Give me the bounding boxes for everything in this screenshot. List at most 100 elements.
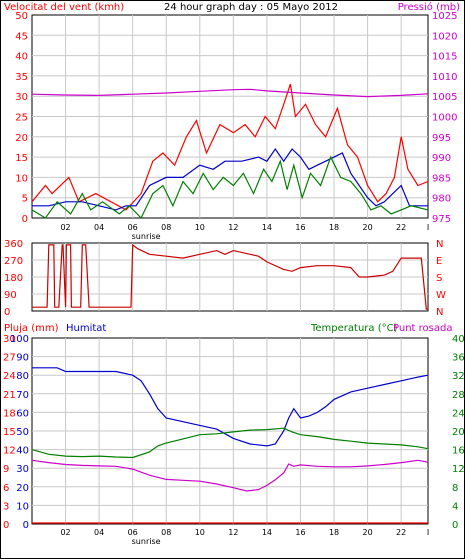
panel1-left-tick: 40 — [15, 52, 28, 63]
panel3-rain-tick: 3 — [3, 501, 9, 512]
panel3-x-tick: 20 — [362, 528, 372, 537]
panel3-humidity-tick: 70 — [16, 390, 29, 401]
panel1-title-left: Velocitat del vent (kmh) — [4, 2, 124, 13]
panel1-right-tick: 1000 — [432, 113, 457, 124]
panel1-right-tick: 975 — [432, 214, 451, 225]
panel1-x-tick: 18 — [329, 223, 339, 232]
panel1-left-tick: 25 — [15, 113, 28, 124]
panel3-series-temperature — [31, 427, 429, 459]
panel3-x-tick: 14 — [262, 528, 272, 537]
panel2-dir-tick: 90 — [4, 290, 17, 301]
panel1-x-tick: 10 — [195, 223, 205, 232]
panel1-left-tick: 35 — [15, 72, 28, 83]
panel1-x-tick: 22 — [396, 223, 406, 232]
panel1-left-tick: 15 — [15, 153, 28, 164]
panel3-temp-tick: 4 — [452, 501, 458, 512]
panel1-title-right: Pressió (mb) — [398, 1, 460, 13]
panel1-left-tick: 5 — [22, 194, 28, 205]
panel3-humidity-tick: 90 — [16, 353, 29, 364]
panel1-x-tick: 04 — [94, 223, 104, 232]
panel2-dir-letter: W — [436, 290, 446, 301]
panel1-right-tick: 1020 — [432, 31, 457, 42]
panel3-humidity-tick: 80 — [16, 371, 29, 382]
panel1-x-tick: 20 — [362, 223, 372, 232]
panel1-right-tick: 1025 — [432, 11, 457, 22]
panel3-temp-tick: 40 — [452, 334, 465, 345]
panel2-dir-letter: E — [436, 256, 442, 267]
panel3-humidity-tick: 0 — [23, 520, 29, 531]
panel1-right-tick: 1010 — [432, 72, 457, 83]
panel3-temp-tick: 16 — [452, 446, 465, 457]
panel1-right-tick: 1005 — [432, 92, 457, 103]
panel2-dir-tick: 0 — [4, 307, 10, 318]
panel3-humidity-tick: 30 — [16, 464, 29, 475]
panel3-temp-tick: 28 — [452, 390, 465, 401]
panel1-left-tick: 10 — [15, 173, 28, 184]
panel1-right-tick: 990 — [432, 153, 451, 164]
panel3-x-tick: 02 — [60, 528, 70, 537]
panel1-right-tick: 980 — [432, 194, 451, 205]
panel1-title-center: 24 hour graph day : 05 Mayo 2012 — [164, 2, 338, 13]
panel3-humidity-tick: 100 — [10, 334, 29, 345]
panel3-x-tick: 16 — [295, 528, 305, 537]
panel3-humidity-temp: 0369121518212427300102030405060708090100… — [3, 334, 465, 546]
panel1-x-tick: I — [427, 223, 429, 232]
panel1-series-pressure — [31, 88, 429, 98]
panel3-humidity-tick: 60 — [16, 408, 29, 419]
panel3-rain-tick: 18 — [3, 408, 16, 419]
panel1-sunrise-label: sunrise — [132, 232, 161, 241]
panel2-dir-letter: N — [436, 307, 443, 318]
panel3-rain-tick: 0 — [3, 520, 9, 531]
panel1-x-tick: 08 — [161, 223, 171, 232]
panel1-right-tick: 1015 — [432, 52, 457, 63]
panel3-temp-tick: 24 — [452, 408, 465, 419]
panel3-humidity-tick: 20 — [16, 483, 29, 494]
panel1-left-tick: 30 — [15, 92, 28, 103]
panel1-series-wind — [31, 155, 429, 220]
panel3-title-rain: Pluja (mm) — [4, 323, 59, 334]
panel2-dir-tick: 270 — [4, 256, 23, 267]
panel3-rain-tick: 24 — [3, 371, 16, 382]
panel3-rain-tick: 6 — [3, 483, 9, 494]
panel1-right-tick: 995 — [432, 133, 451, 144]
panel3-x-tick: 10 — [195, 528, 205, 537]
panel3-sunrise-label: sunrise — [132, 537, 161, 546]
panel2-series-direction — [32, 243, 428, 310]
panel3-temp-tick: 36 — [452, 353, 465, 364]
panel1-left-tick: 50 — [15, 11, 28, 22]
panel3-series-dewpoint — [31, 459, 429, 492]
panel3-rain-tick: 27 — [3, 353, 16, 364]
panel3-x-tick: I — [427, 528, 429, 537]
panel2-dir-letter: S — [436, 273, 442, 284]
panel1-right-tick: 985 — [432, 173, 451, 184]
panel1-wind-pressure: 0510152025303540455097598098599099510001… — [15, 11, 457, 241]
panel3-temp-tick: 12 — [452, 464, 465, 475]
panel3-humidity-tick: 50 — [16, 427, 29, 438]
panel3-temp-tick: 0 — [452, 520, 458, 531]
panel2-dir-tick: 360 — [4, 239, 23, 250]
panel1-left-tick: 20 — [15, 133, 28, 144]
panel3-rain-tick: 30 — [3, 334, 16, 345]
panel3-temp-tick: 8 — [452, 483, 458, 494]
panel3-rain-tick: 12 — [3, 446, 16, 457]
panel1-x-tick: 06 — [128, 223, 138, 232]
panel3-humidity-tick: 10 — [16, 501, 29, 512]
panel3-temp-tick: 32 — [452, 371, 465, 382]
panel3-x-tick: 08 — [161, 528, 171, 537]
panel1-x-tick: 14 — [262, 223, 272, 232]
panel1-left-tick: 45 — [15, 31, 28, 42]
panel1-series-wind-avg — [32, 147, 428, 211]
panel3-x-tick: 06 — [128, 528, 138, 537]
panel3-temp-tick: 20 — [452, 427, 465, 438]
panel3-rain-tick: 15 — [3, 427, 16, 438]
panel3-title-humidity: Humitat — [66, 323, 106, 334]
panel1-x-tick: 16 — [295, 223, 305, 232]
panel3-x-tick: 18 — [329, 528, 339, 537]
panel1-series-gust — [31, 83, 429, 211]
panel1-x-tick: 02 — [60, 223, 70, 232]
panel3-title-dewpoint: Punt rosada — [393, 323, 452, 334]
panel3-humidity-tick: 40 — [16, 446, 29, 457]
panel3-rain-tick: 9 — [3, 464, 9, 475]
